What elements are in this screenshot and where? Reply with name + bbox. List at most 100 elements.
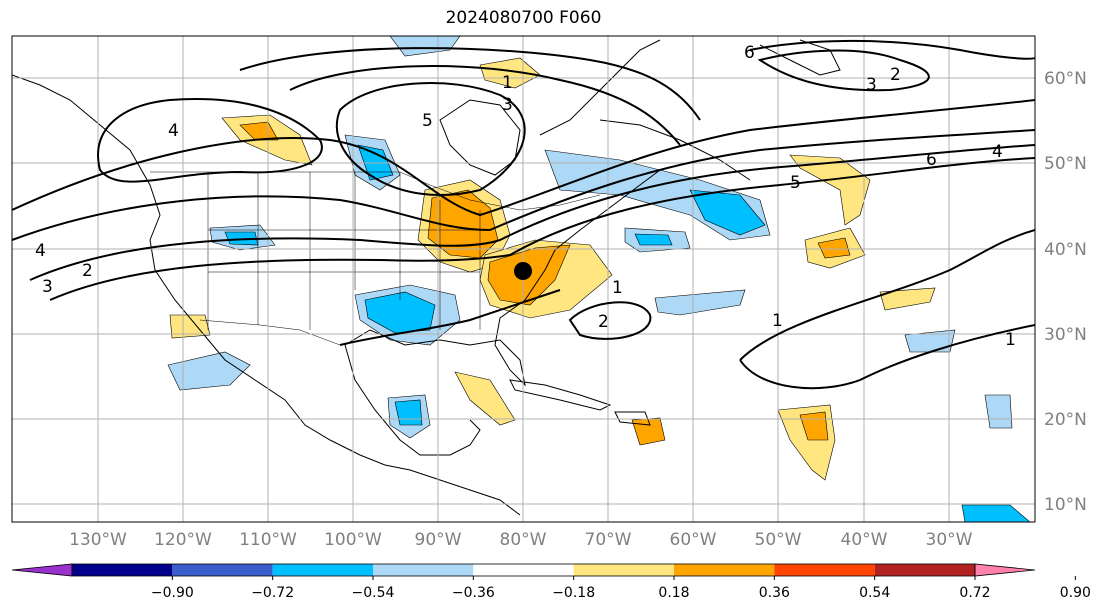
mexico-coast <box>344 344 481 456</box>
contour-line <box>12 99 1035 217</box>
contour-line <box>568 301 652 340</box>
contour-label: 6 <box>926 150 937 170</box>
contour-line <box>339 289 561 346</box>
map-frame <box>11 35 1036 523</box>
contour-line <box>29 144 1035 281</box>
contour-label: 4 <box>168 121 179 141</box>
lon-label-120w: 120°W <box>154 530 212 550</box>
colorbar-tick-label: 0.36 <box>759 585 790 601</box>
contour-label: 4 <box>35 241 46 261</box>
lat-label-30: 30°N <box>1044 325 1087 345</box>
map-title: 2024080700 F060 <box>445 8 602 28</box>
contour-line <box>97 98 323 183</box>
colorbar-tick-label: −0.72 <box>251 585 294 601</box>
lon-label-40w: 40°W <box>841 530 888 550</box>
contour-label: 1 <box>502 73 513 93</box>
colorbar-segment <box>373 564 474 576</box>
colorbar-tick-label: −0.54 <box>352 585 395 601</box>
contour-label: 5 <box>422 111 433 131</box>
contour-label: 3 <box>502 95 513 115</box>
positive-anomaly-atlantic-mid <box>879 287 936 311</box>
colorbar-tick-label: −0.36 <box>452 585 495 601</box>
colorbar-segment <box>473 564 574 576</box>
latitude-labels: 60°N 50°N 40°N 30°N 20°N 10°N <box>1044 69 1087 515</box>
contour-label: 4 <box>992 142 1003 162</box>
contour-label: 1 <box>1005 330 1016 350</box>
west-coast <box>12 74 521 516</box>
longitude-labels: 130°W 120°W 110°W 100°W 90°W 80°W 70°W 6… <box>69 530 973 550</box>
contour-label: 5 <box>790 173 801 193</box>
lon-label-100w: 100°W <box>324 530 382 550</box>
colorbar-tick-label: 0.54 <box>859 585 890 601</box>
colorbar-tick-label: −0.90 <box>151 585 194 601</box>
contour-label: 2 <box>598 312 609 332</box>
lon-label-60w: 60°W <box>670 530 717 550</box>
contour-line <box>739 324 1035 390</box>
colorbar-outline <box>71 563 976 577</box>
lon-label-130w: 130°W <box>69 530 127 550</box>
negative-anomaly-se <box>961 504 1031 522</box>
contour-line <box>739 229 1035 361</box>
contour-label: 2 <box>82 261 93 281</box>
colorbar-segment <box>874 564 975 576</box>
colorbar: −0.90 −0.72 −0.54 −0.36 −0.18 0.18 0.36 0.54 0.7… <box>11 563 1091 601</box>
positive-anomaly-florida <box>454 371 516 426</box>
contour-line <box>12 129 1035 241</box>
contour-lines <box>12 39 1035 390</box>
contour-line <box>239 47 701 121</box>
colorbar-segment <box>573 564 674 576</box>
colorbar-segment <box>72 564 173 576</box>
lat-label-10: 10°N <box>1044 495 1087 515</box>
colorbar-segment <box>172 564 273 576</box>
colorbar-extend-low <box>11 563 73 577</box>
contour-label: 6 <box>744 43 755 63</box>
colorbar-tick-label: 0.90 <box>1060 585 1091 601</box>
station-marker <box>514 262 532 280</box>
colorbar-extend-high <box>974 563 1036 577</box>
contour-line <box>757 49 930 92</box>
colorbar-segment <box>272 564 373 576</box>
coastlines <box>12 39 841 516</box>
colorbar-tick-label: 0.72 <box>959 585 990 601</box>
contour-line <box>289 65 681 146</box>
contour-label: 3 <box>42 277 53 297</box>
negative-anomaly-mexico <box>167 351 251 391</box>
gulf-coast <box>344 169 661 387</box>
positive-anomaly-small <box>169 314 211 339</box>
lon-label-80w: 80°W <box>500 530 547 550</box>
negative-anomaly-east <box>904 329 956 353</box>
lon-label-50w: 50°W <box>755 530 802 550</box>
contour-label: 2 <box>890 65 901 85</box>
lon-label-110w: 110°W <box>239 530 297 550</box>
lat-label-60: 60°N <box>1044 69 1087 89</box>
negative-anomaly-texas-core <box>364 291 436 334</box>
negative-anomaly-ocean-core <box>634 233 673 246</box>
lon-label-70w: 70°W <box>585 530 632 550</box>
negative-anomaly-sw <box>984 394 1013 429</box>
canada-east <box>539 39 751 181</box>
negative-anomaly-atlantic-core <box>689 189 766 236</box>
contour-label: 1 <box>612 278 623 298</box>
lon-label-30w: 30°W <box>926 530 973 550</box>
lat-label-20: 20°N <box>1044 410 1087 430</box>
shaded-anomalies <box>167 36 1031 522</box>
lat-label-50: 50°N <box>1044 154 1087 174</box>
positive-anomaly-subtropic-core <box>817 237 851 259</box>
negative-anomaly-top <box>389 36 461 57</box>
negative-anomaly-atlantic-mid <box>654 289 746 316</box>
contour-label: 3 <box>866 75 877 95</box>
contour-line <box>335 82 526 196</box>
colorbar-segment <box>674 564 775 576</box>
contour-label: 1 <box>772 311 783 331</box>
greenland-coast <box>759 39 841 76</box>
negative-anomaly-gulf-core <box>394 399 423 426</box>
contour-line <box>49 157 1035 301</box>
colorbar-tick-label: −0.18 <box>552 585 595 601</box>
colorbar-tick-label: 0.18 <box>658 585 689 601</box>
contour-line <box>749 39 1035 60</box>
lon-label-90w: 90°W <box>415 530 462 550</box>
us-mexico-border <box>199 319 341 346</box>
contour-label-group: 1 3 4 5 6 5 2 3 6 4 1 2 1 1 4 2 3 <box>35 43 1016 350</box>
lat-label-40: 40°N <box>1044 240 1087 260</box>
